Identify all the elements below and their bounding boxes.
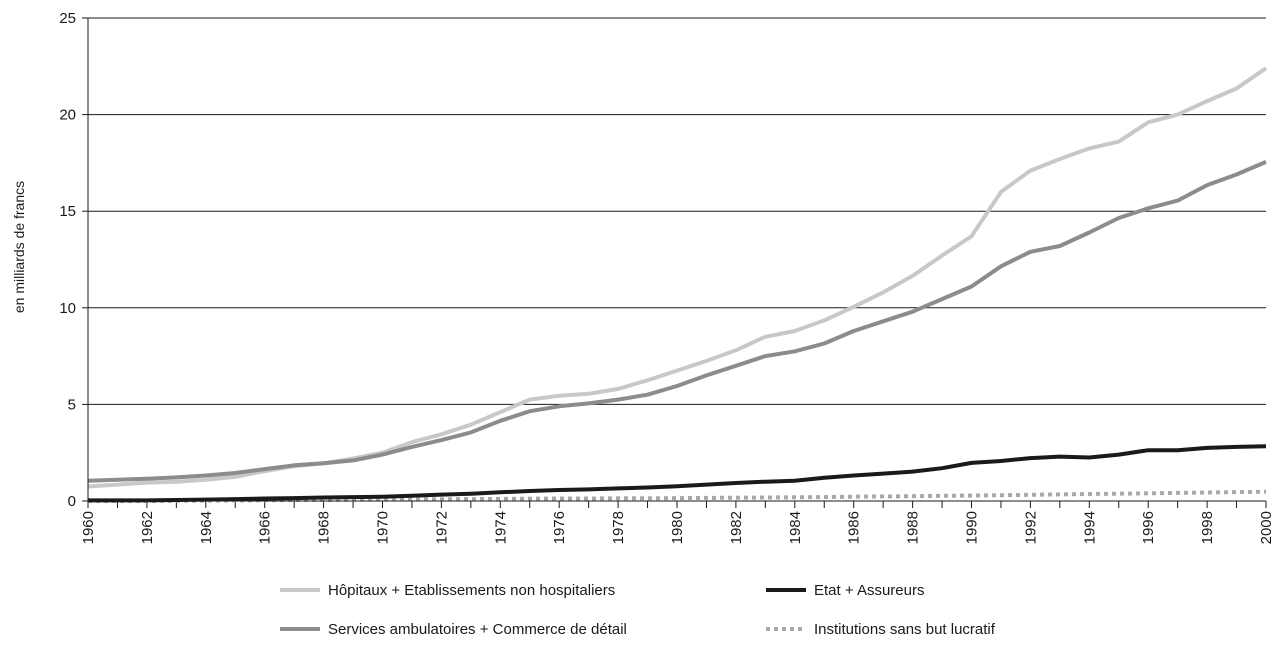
gridlines (88, 17, 1266, 405)
x-tick-label: 1986 (846, 511, 863, 544)
x-tick-label: 1984 (787, 511, 804, 544)
x-tick-label: 1972 (433, 511, 450, 544)
x-axis-ticks: 1960 1962 1964 1966 1968 1970 1972 1974 1976 1978… (80, 501, 1275, 544)
x-tick-label: 1962 (139, 511, 156, 544)
legend-label: Institutions sans but lucratif (814, 621, 996, 638)
x-tick-label: 2000 (1258, 511, 1275, 544)
x-tick-label: 1996 (1140, 511, 1157, 544)
series-lines (87, 66, 1268, 503)
y-axis-label: en milliards de francs (11, 181, 27, 313)
y-tick-label: 5 (68, 396, 76, 413)
series-line-0 (87, 66, 1268, 489)
x-tick-label: 1970 (375, 511, 392, 544)
x-tick-label: 1994 (1081, 511, 1098, 544)
legend-label: Services ambulatoires + Commerce de déta… (328, 621, 627, 638)
y-tick-label: 10 (59, 300, 76, 317)
legend-label: Hôpitaux + Etablissements non hospitalie… (328, 582, 615, 599)
y-tick-label: 20 (59, 107, 76, 124)
x-tick-label: 1974 (492, 511, 509, 544)
x-tick-label: 1960 (80, 511, 97, 544)
x-tick-label: 1980 (669, 511, 686, 544)
x-tick-label: 1968 (316, 511, 333, 544)
series-line-1 (88, 444, 1267, 503)
x-tick-label: 1988 (905, 511, 922, 544)
x-tick-label: 1976 (551, 511, 568, 544)
x-tick-label: 1998 (1199, 511, 1216, 544)
y-tick-label: 0 (68, 493, 76, 510)
legend-label: Etat + Assureurs (814, 582, 924, 599)
x-tick-label: 1990 (964, 511, 981, 544)
x-tick-label: 1966 (257, 511, 274, 544)
y-tick-label: 25 (59, 10, 76, 27)
y-tick-label: 15 (59, 203, 76, 220)
y-axis-ticks: 0 5 10 15 20 25 (59, 10, 88, 510)
x-tick-label: 1992 (1022, 511, 1039, 544)
x-tick-label: 1978 (610, 511, 627, 544)
legend: Hôpitaux + Etablissements non hospitalie… (280, 582, 996, 638)
x-tick-label: 1964 (198, 511, 215, 544)
series-line-2 (87, 160, 1267, 483)
axes (87, 18, 1266, 502)
x-tick-label: 1982 (728, 511, 745, 544)
